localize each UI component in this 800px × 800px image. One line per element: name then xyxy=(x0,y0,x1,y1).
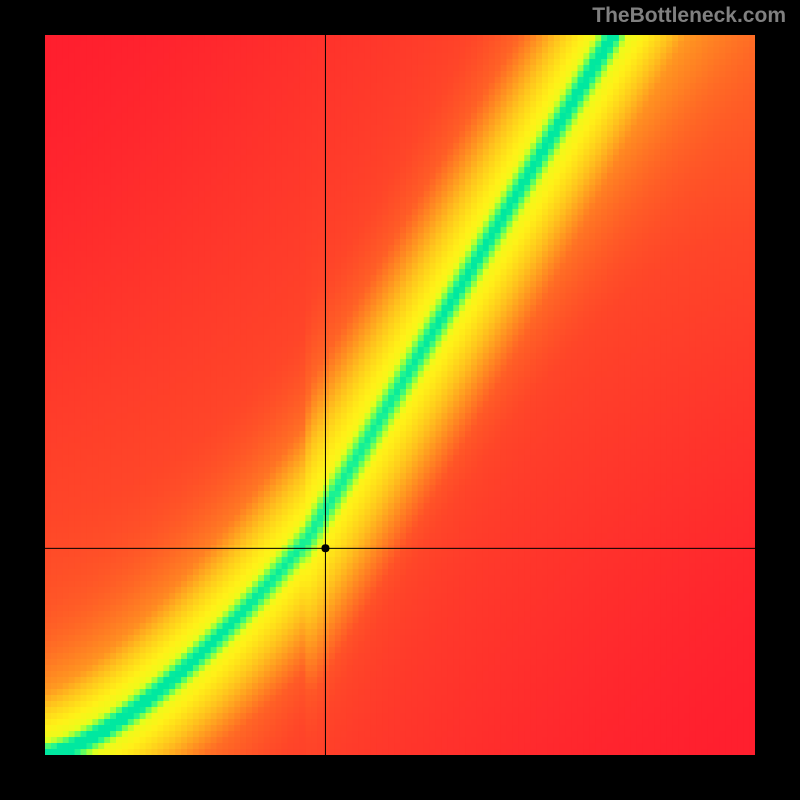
chart-container: TheBottleneck.com xyxy=(0,0,800,800)
watermark-text: TheBottleneck.com xyxy=(592,4,786,28)
heatmap-plot xyxy=(45,35,755,755)
